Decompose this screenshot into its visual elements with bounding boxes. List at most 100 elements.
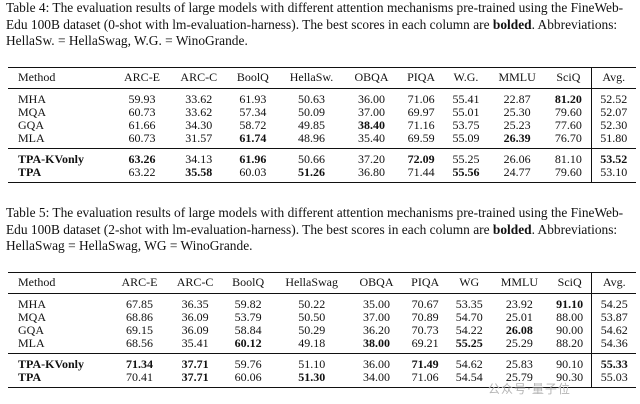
score-cell: 60.03 — [239, 165, 267, 179]
score-cell-best: 61.96 — [239, 152, 267, 166]
method-cell: MLA — [18, 336, 45, 350]
avg-cell: 52.30 — [590, 119, 636, 132]
score-cell: 63.22 — [128, 165, 156, 179]
score-cell: 50.66 — [297, 152, 325, 166]
table4-header-boolq: BoolQ — [236, 70, 269, 84]
score-cell: 35.41 — [181, 336, 209, 350]
avg-cell-best: 55.33 — [591, 353, 636, 371]
score-cell: 54.62 — [455, 357, 483, 371]
score-cell: 49.18 — [298, 336, 326, 350]
table4-header-avg: Avg. — [590, 67, 636, 89]
score-cell-best: 38.40 — [357, 118, 385, 132]
score-cell-best: 51.26 — [297, 165, 325, 179]
table5-header-arc-e: ARC-E — [121, 275, 158, 289]
score-cell: 26.06 — [503, 152, 531, 166]
score-cell: 36.00 — [363, 357, 391, 371]
score-cell: 53.79 — [234, 310, 262, 324]
score-cell-best: 60.12 — [234, 336, 262, 350]
method-cell: TPA — [18, 165, 42, 179]
avg-cell: 52.07 — [590, 106, 636, 119]
score-cell: 50.29 — [298, 323, 326, 337]
score-cell: 37.20 — [357, 152, 385, 166]
score-cell: 25.29 — [505, 336, 533, 350]
method-cell: MHA — [18, 92, 47, 106]
table5-header-piqa: PIQA — [411, 275, 440, 289]
table5-header-winogrande: WG — [459, 275, 480, 289]
table4-caption-bold: bolded — [492, 16, 532, 32]
method-cell: MHA — [18, 297, 47, 311]
table5-caption-lead: Table 5: — [6, 205, 50, 220]
table-row: GQA 69.15 36.09 58.84 50.29 36.20 70.73 … — [8, 324, 636, 337]
score-cell: 69.21 — [411, 336, 439, 350]
table5-caption-text: The evaluation results of large models w… — [6, 205, 624, 237]
score-cell-best: 35.58 — [185, 165, 213, 179]
score-cell: 34.13 — [185, 152, 213, 166]
score-cell-best: 91.10 — [556, 297, 584, 311]
avg-cell: 55.03 — [591, 371, 636, 388]
table4-caption-tail: . Abbreviations: HellaSw. = HellaSwag, W… — [6, 16, 618, 49]
score-cell: 25.79 — [505, 370, 533, 384]
score-cell: 71.06 — [407, 92, 435, 106]
method-cell: MQA — [18, 105, 47, 119]
score-cell: 25.01 — [505, 310, 533, 324]
table5-caption-tail: . Abbreviations: HellaSwag = HellaSwag, … — [6, 221, 618, 254]
score-cell: 88.20 — [556, 336, 584, 350]
score-cell: 54.22 — [455, 323, 483, 337]
score-cell: 31.57 — [185, 131, 213, 145]
score-cell: 34.30 — [185, 118, 213, 132]
score-cell: 36.20 — [363, 323, 391, 337]
score-cell: 59.82 — [234, 297, 262, 311]
table5-header-sciq: SciQ — [557, 275, 582, 289]
table-row: TPA 70.41 37.71 60.06 51.30 34.00 71.06 … — [8, 371, 636, 388]
score-cell: 68.86 — [125, 310, 153, 324]
table-row: MLA 60.73 31.57 61.74 48.96 35.40 69.59 … — [8, 132, 636, 149]
avg-cell: 52.52 — [590, 88, 636, 106]
method-cell: MQA — [18, 310, 47, 324]
table4-header-obqa: OBQA — [354, 70, 389, 84]
score-cell-best: 26.39 — [503, 131, 531, 145]
score-cell: 61.66 — [128, 118, 156, 132]
table4-header-piqa: PIQA — [407, 70, 436, 84]
score-cell: 61.93 — [239, 92, 267, 106]
score-cell: 76.70 — [554, 131, 582, 145]
score-cell: 48.96 — [297, 131, 325, 145]
score-cell: 33.62 — [185, 105, 213, 119]
score-cell: 35.00 — [363, 297, 391, 311]
table-row: GQA 61.66 34.30 58.72 49.85 38.40 71.16 … — [8, 119, 636, 132]
table5-header-avg: Avg. — [591, 272, 636, 294]
table4-header-arc-c: ARC-C — [180, 70, 218, 84]
score-cell: 50.50 — [298, 310, 326, 324]
table5-header-arc-c: ARC-C — [176, 275, 214, 289]
score-cell: 24.77 — [503, 165, 531, 179]
table5-header-mmlu: MMLU — [500, 275, 539, 289]
score-cell: 68.56 — [125, 336, 153, 350]
score-cell: 34.00 — [363, 370, 391, 384]
score-cell: 36.35 — [181, 297, 209, 311]
avg-cell: 54.25 — [591, 293, 636, 311]
score-cell: 23.92 — [505, 297, 533, 311]
table-row: TPA-KVonly 63.26 34.13 61.96 50.66 37.20… — [8, 148, 636, 166]
watermark: 公众号·量子位 — [488, 382, 571, 396]
score-cell: 90.30 — [556, 370, 584, 384]
table5-header-row: Method ARC-E ARC-C BoolQ HellaSwag OBQA … — [8, 272, 636, 294]
score-cell: 69.59 — [407, 131, 435, 145]
score-cell: 55.25 — [452, 152, 480, 166]
table4-header-hellaswag: HellaSw. — [289, 70, 334, 84]
score-cell-best: 37.71 — [181, 370, 209, 384]
avg-cell: 51.80 — [590, 132, 636, 149]
score-cell: 70.73 — [411, 323, 439, 337]
table5-header-method: Method — [18, 275, 56, 289]
table5-header-boolq: BoolQ — [232, 275, 265, 289]
avg-cell: 53.10 — [590, 166, 636, 183]
table-row: TPA 63.22 35.58 60.03 51.26 36.80 71.44 … — [8, 166, 636, 183]
score-cell: 22.87 — [503, 92, 531, 106]
table-row: MHA 59.93 33.62 61.93 50.63 36.00 71.06 … — [8, 88, 636, 106]
score-cell-best: 63.26 — [128, 152, 156, 166]
score-cell: 59.76 — [234, 357, 262, 371]
method-cell: GQA — [18, 118, 44, 132]
score-cell: 25.23 — [503, 118, 531, 132]
avg-cell: 54.36 — [591, 337, 636, 354]
table4-header-mmlu: MMLU — [498, 70, 536, 84]
table-row: MLA 68.56 35.41 60.12 49.18 38.00 69.21 … — [8, 337, 636, 354]
score-cell-best: 71.49 — [411, 357, 439, 371]
